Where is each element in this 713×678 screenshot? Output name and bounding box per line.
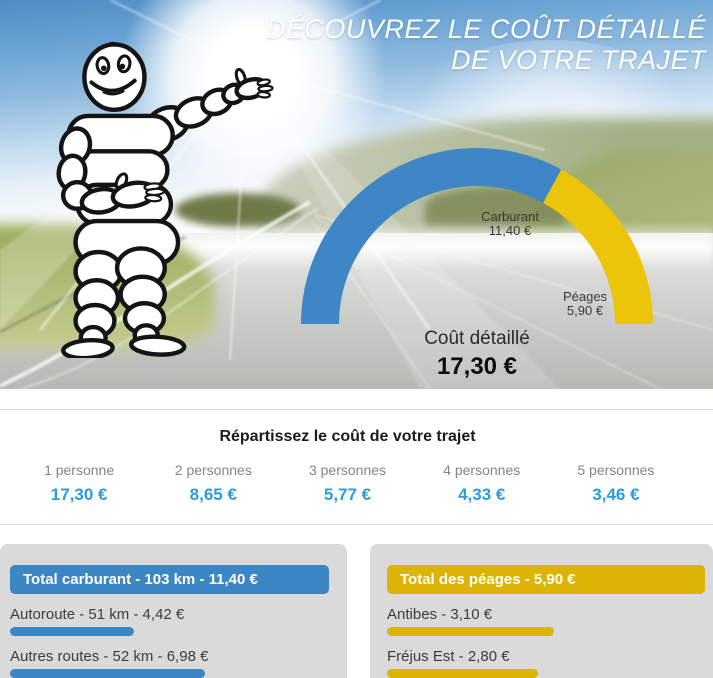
- option-4-personnes[interactable]: 4 personnes 4,33 €: [415, 462, 549, 505]
- gauge-label-carburant: Carburant 11,40 €: [450, 210, 570, 238]
- gauge-total-value: 17,30 €: [436, 353, 518, 380]
- autoroute-cost-bar: [10, 627, 134, 636]
- antibes-toll-bar: [387, 627, 555, 636]
- option-label: 1 personne: [44, 462, 115, 478]
- hero-photo-header: Carburant 11,40 € Péages 5,90 € Coût dét…: [0, 0, 713, 389]
- option-label: 2 personnes: [174, 462, 252, 478]
- michelin-man-illustration: [56, 41, 274, 358]
- page-title-line2: DE VOTRE TRAJET: [450, 45, 706, 75]
- frejus-est-toll-bar: [387, 669, 538, 678]
- carburant-value: 11,40 €: [488, 223, 532, 238]
- gauge-total-label: Coût détaillé: [424, 328, 530, 349]
- row-label: Fréjus Est - 2,80 €: [387, 648, 510, 665]
- split-section-title: Répartissez le coût de votre trajet: [219, 428, 476, 445]
- row-label: Antibes - 3,10 €: [387, 606, 493, 623]
- spacer: [0, 389, 713, 409]
- row-label: Autres routes - 52 km - 6,98 €: [10, 648, 209, 665]
- fuel-row-autres-routes: Autres routes - 52 km - 6,98 €: [10, 648, 329, 678]
- bar-track: [387, 627, 705, 636]
- toll-panel-header: Total des péages - 5,90 €: [387, 565, 705, 594]
- option-label: 4 personnes: [443, 462, 521, 478]
- page-title: DÉCOUVREZ LE COÛT DÉTAILLÉ DE VOTRE TRAJ…: [266, 14, 706, 76]
- option-value: 4,33 €: [458, 485, 506, 504]
- toll-row-antibes: Antibes - 3,10 €: [387, 606, 705, 636]
- option-value: 5,77 €: [323, 485, 372, 504]
- row-label: Autoroute - 51 km - 4,42 €: [10, 606, 185, 623]
- bar-track: [10, 669, 329, 678]
- carburant-label: Carburant: [481, 209, 539, 224]
- toll-cost-panel: Total des péages - 5,90 € Antibes - 3,10…: [370, 544, 713, 678]
- option-value: 17,30 €: [50, 485, 108, 504]
- cost-detail-panels: Total carburant - 103 km - 11,40 € Autor…: [0, 544, 713, 678]
- option-label: 5 personnes: [577, 462, 655, 478]
- cost-split-section: Répartissez le coût de votre trajet 1 pe…: [0, 409, 713, 525]
- gauge-segment-peages: [543, 169, 653, 324]
- fuel-panel-header: Total carburant - 103 km - 11,40 €: [10, 565, 329, 594]
- option-value: 8,65 €: [189, 485, 237, 504]
- bar-track: [387, 669, 705, 678]
- cost-gauge-chart: [301, 147, 653, 324]
- bar-track: [10, 627, 329, 636]
- gauge-total: Coût détaillé 17,30 €: [377, 328, 577, 381]
- peages-label: Péages: [562, 289, 608, 304]
- fuel-cost-panel: Total carburant - 103 km - 11,40 € Autor…: [0, 544, 347, 678]
- option-label: 3 personnes: [308, 462, 387, 478]
- option-1-personne[interactable]: 1 personne 17,30 €: [12, 462, 146, 505]
- peages-value: 5,90 €: [566, 303, 604, 318]
- toll-row-frejus-est: Fréjus Est - 2,80 €: [387, 648, 705, 678]
- person-options-row: 1 personne 17,30 € 2 personnes 8,65 € 3 …: [12, 462, 683, 505]
- autres-routes-cost-bar: [10, 669, 206, 678]
- gauge-segment-carburant: [301, 147, 562, 324]
- gauge-label-peages: Péages 5,90 €: [525, 290, 645, 318]
- fuel-row-autoroute: Autoroute - 51 km - 4,42 €: [10, 606, 329, 636]
- option-3-personnes[interactable]: 3 personnes 5,77 €: [280, 462, 414, 505]
- option-value: 3,46 €: [592, 485, 640, 504]
- option-2-personnes[interactable]: 2 personnes 8,65 €: [146, 462, 280, 505]
- page-title-line1: DÉCOUVREZ LE COÛT DÉTAILLÉ: [265, 14, 706, 44]
- option-5-personnes[interactable]: 5 personnes 3,46 €: [549, 462, 683, 505]
